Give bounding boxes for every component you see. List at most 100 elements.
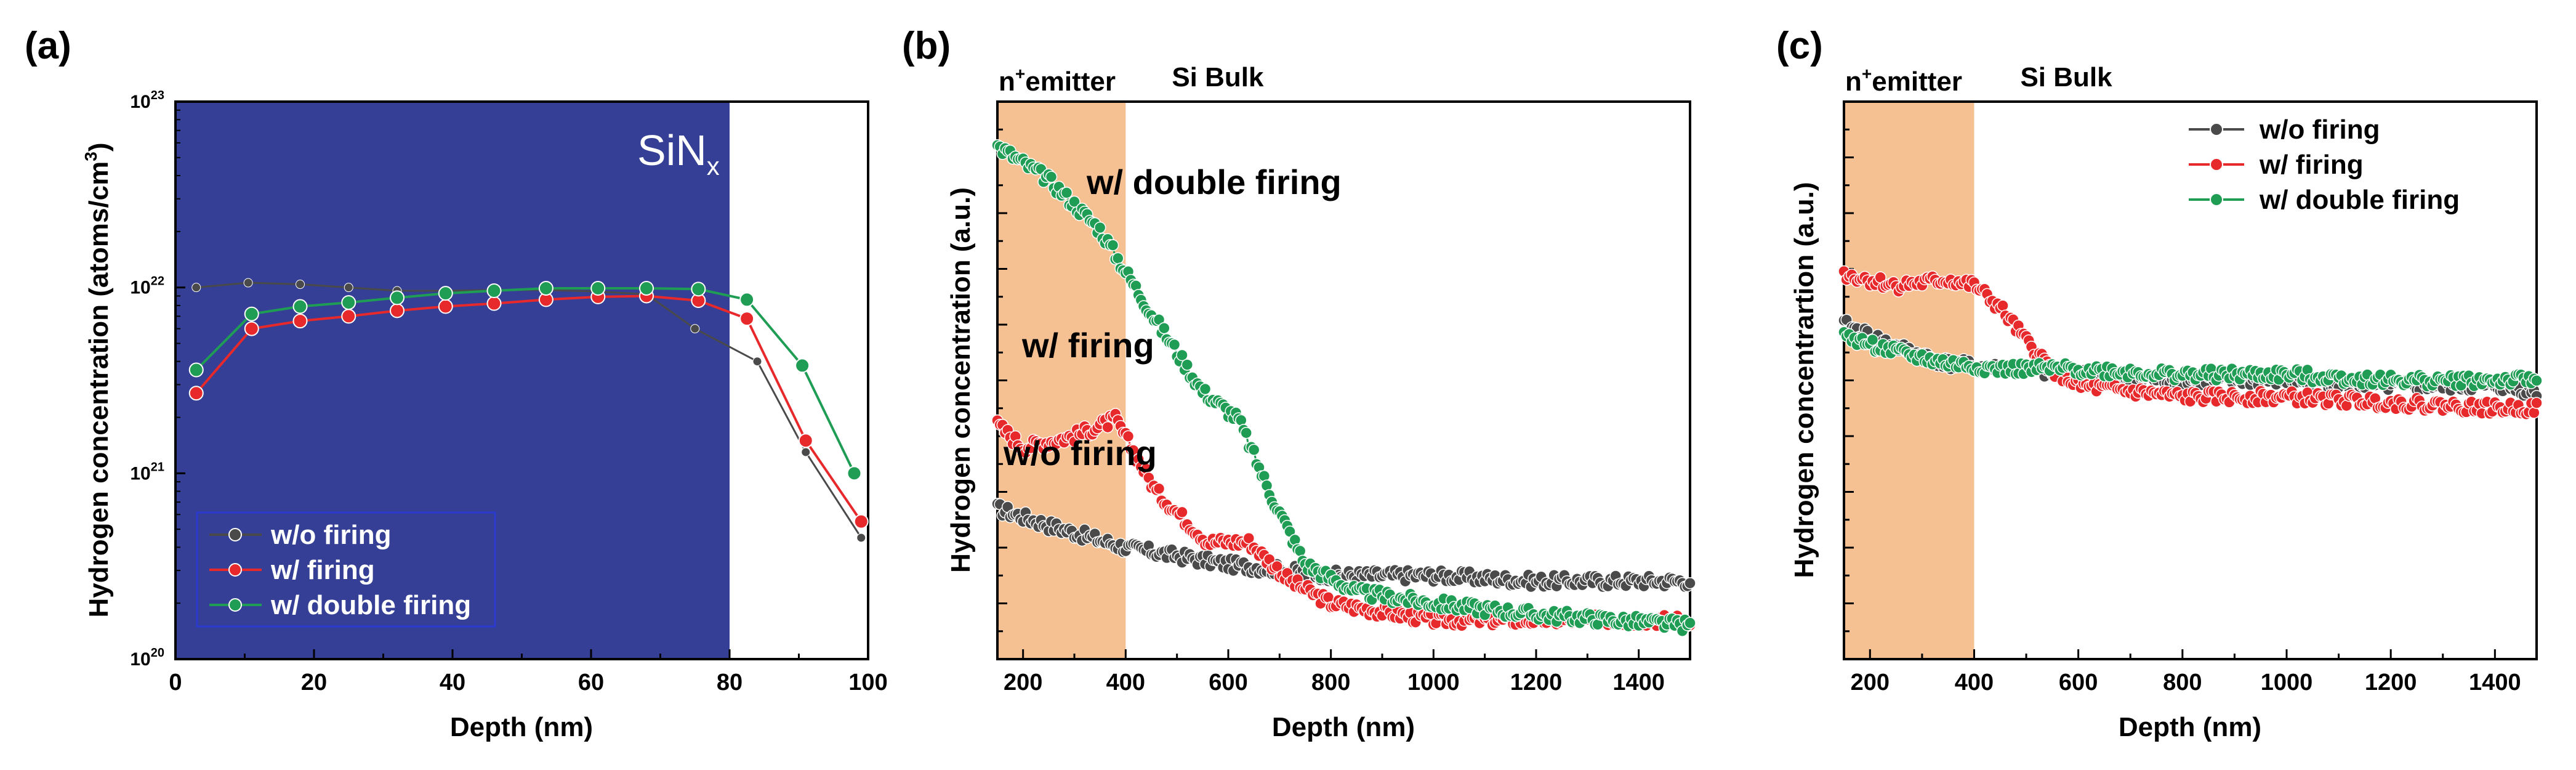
y-tick-exp: 22 — [151, 275, 164, 288]
panel-c-ylabel: Hydrogen concentrartion (a.u.) — [1789, 182, 1819, 578]
x-tick-label: 60 — [578, 670, 604, 695]
data-point — [1158, 322, 1170, 334]
data-point — [244, 306, 259, 322]
panel-a-ylabel-base: Hydrogen concentration (atoms/cm — [84, 161, 114, 618]
data-point — [438, 299, 453, 314]
panel-a-ylabel-sup: 3 — [81, 152, 100, 161]
data-point — [739, 292, 755, 307]
panel-a-ylabel-end: ) — [84, 142, 114, 152]
legend-marker-1 — [2210, 158, 2223, 171]
b-annotation-double: w/ double firing — [1086, 163, 1342, 201]
data-point — [2530, 397, 2543, 409]
x-tick-label: 200 — [1004, 670, 1042, 695]
panel-a-ylabel: Hydrogen concentration (atoms/cm3) — [81, 142, 114, 617]
y-tick-base: 10 — [130, 463, 150, 484]
b-emitter-sup: + — [1015, 64, 1025, 83]
data-point — [1242, 532, 1255, 545]
legend-text-0: w/o firing — [270, 520, 392, 550]
data-point — [486, 283, 502, 299]
data-point — [243, 278, 253, 288]
x-tick-label: 100 — [848, 670, 887, 695]
data-point — [1240, 426, 1252, 439]
data-point — [1176, 349, 1188, 362]
data-point — [2530, 375, 2543, 387]
data-point — [244, 321, 259, 336]
data-point — [341, 295, 356, 310]
panel-b-label: (b) — [902, 25, 951, 67]
data-point — [1112, 252, 1124, 265]
c-bulk-label: Si Bulk — [2020, 62, 2112, 92]
data-point — [739, 311, 755, 326]
c-emitter-rest: emitter — [1872, 67, 1962, 97]
legend-marker-0 — [228, 528, 242, 541]
y-tick-label: 1022 — [130, 275, 164, 298]
x-tick-label: 40 — [440, 670, 465, 695]
legend-marker-2 — [228, 598, 242, 612]
b-emitter-rest: emitter — [1025, 67, 1116, 97]
data-point — [1153, 482, 1165, 495]
y-tick-label: 1021 — [130, 460, 164, 484]
data-point — [292, 314, 308, 329]
data-point — [1045, 171, 1058, 183]
y-tick-base: 10 — [130, 649, 150, 670]
data-point — [1101, 421, 1114, 434]
y-tick-exp: 20 — [151, 646, 164, 660]
data-point — [341, 309, 356, 324]
panel-c: (c) n+emitter Si Bulk 200 400 600 800 1000 12… — [1776, 25, 2543, 742]
panel-b-ylabel: Hydrogen concentration (a.u.) — [946, 187, 976, 573]
data-point — [691, 282, 706, 297]
panel-b-series — [991, 139, 1696, 638]
data-point — [438, 286, 453, 301]
c-emitter-sup: + — [1862, 64, 1872, 83]
x-tick-label: 400 — [1106, 670, 1145, 695]
data-point — [1127, 444, 1140, 456]
panel-b-xlabel: Depth (nm) — [1272, 712, 1415, 742]
c-emitter-n: n — [1845, 67, 1862, 97]
x-tick-label: 800 — [1311, 670, 1350, 695]
data-point — [1168, 338, 1181, 351]
series-line-2 — [195, 287, 856, 474]
legend-marker-0 — [2210, 123, 2223, 136]
x-tick-label: 200 — [1851, 670, 1890, 695]
y-tick-exp: 21 — [151, 460, 164, 474]
y-tick-label: 1020 — [130, 646, 164, 670]
data-point — [390, 303, 405, 318]
data-point — [1684, 617, 1696, 630]
legend-text-1: w/ firing — [270, 555, 375, 585]
data-point — [1866, 333, 1879, 346]
legend-text-0: w/o firing — [2259, 115, 2380, 145]
y-tick-base: 10 — [130, 278, 150, 298]
legend-text-2: w/ double firing — [270, 590, 471, 620]
x-tick-label: 80 — [717, 670, 743, 695]
data-point — [1247, 444, 1260, 456]
x-tick-label: 1000 — [1407, 670, 1460, 695]
b-bulk-label: Si Bulk — [1172, 62, 1264, 92]
data-point — [1176, 506, 1188, 519]
x-tick-label: 20 — [301, 670, 327, 695]
data-point — [390, 290, 405, 306]
x-tick-label: 600 — [2059, 670, 2098, 695]
panel-c-label: (c) — [1776, 25, 1823, 67]
x-tick-label: 400 — [1955, 670, 1994, 695]
data-point — [1122, 430, 1135, 443]
data-point — [801, 447, 811, 457]
legend-marker-1 — [228, 563, 242, 577]
x-tick-label: 600 — [1209, 670, 1247, 695]
legend-border — [196, 511, 496, 628]
sinx-label-sub: x — [707, 152, 720, 180]
sinx-region-label: SiNx — [637, 126, 720, 180]
x-tick-label: 800 — [2163, 670, 2202, 695]
data-point — [798, 433, 813, 448]
data-point — [856, 533, 866, 543]
c-emitter-region — [1844, 102, 1974, 659]
sinx-label-main: SiN — [637, 126, 707, 174]
data-point — [191, 283, 201, 293]
panel-a-label: (a) — [25, 25, 71, 67]
panel-a: (a) SiNx Si 0 20 40 60 80 100 102010211022102… — [25, 25, 888, 742]
b-emitter-n: n — [999, 67, 1015, 97]
b-annotation-wo: w/o firing — [1003, 434, 1157, 472]
legend-marker-2 — [2210, 193, 2223, 206]
data-point — [1093, 221, 1106, 234]
